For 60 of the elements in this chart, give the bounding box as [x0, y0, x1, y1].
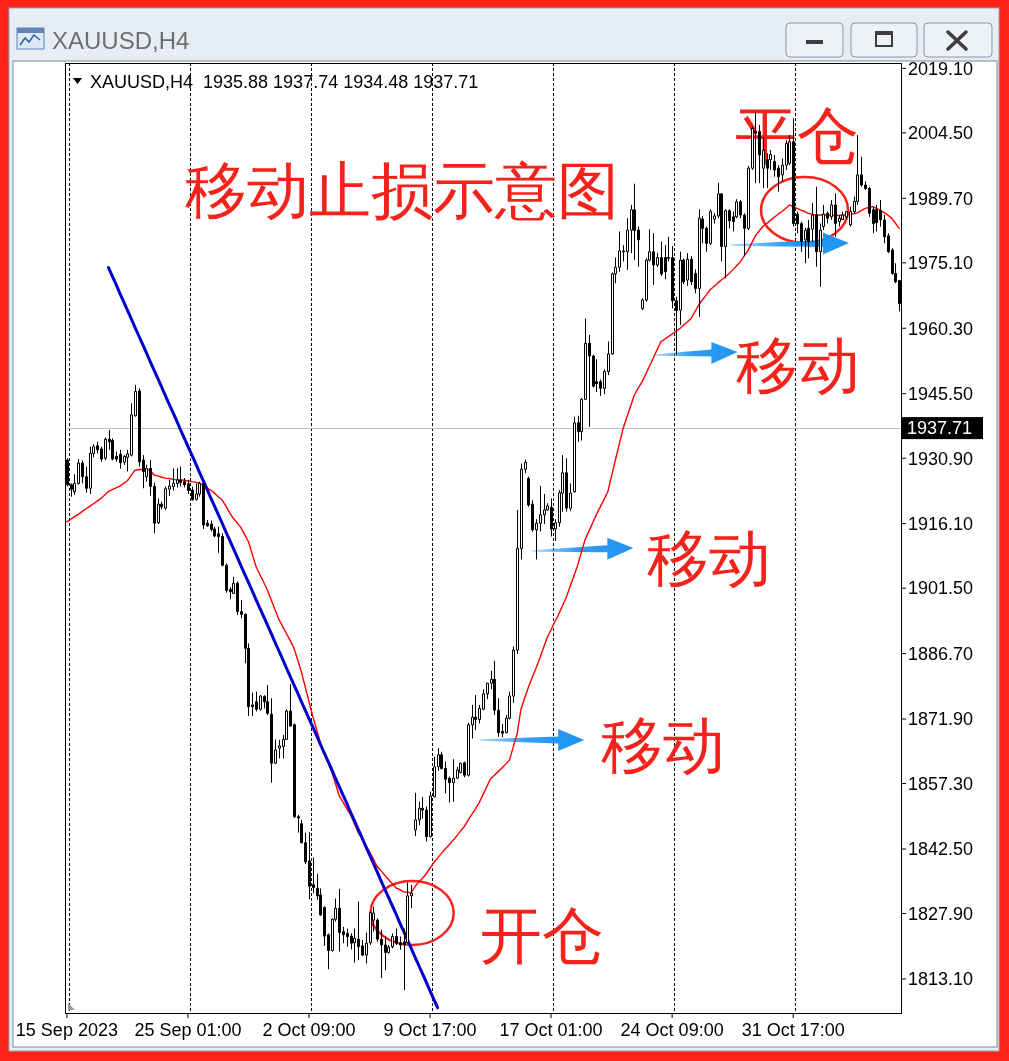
candlestick	[686, 252, 689, 287]
annotation: 移动	[600, 709, 725, 782]
candlestick	[652, 232, 655, 286]
x-tick-label: 9 Oct 17:00	[383, 1020, 477, 1040]
y-tick-label: 1960.30	[908, 318, 974, 339]
candlestick	[255, 691, 258, 713]
y-tick-label: 1842.50	[908, 839, 974, 860]
y-tick-label: 1871.90	[908, 709, 974, 730]
annotation: 移动	[735, 329, 860, 402]
candlestick	[266, 684, 269, 716]
y-tick-label: 1901.50	[908, 578, 974, 599]
y-tick-label: 1989.70	[908, 188, 974, 209]
candlestick	[210, 520, 213, 533]
x-tick-label: 15 Sep 2023	[15, 1020, 118, 1040]
candlestick	[365, 932, 368, 964]
y-tick-label: 1975.10	[908, 253, 974, 274]
candlestick	[179, 466, 182, 487]
text: XAUUSD,H4	[52, 27, 190, 54]
y-tick-label: 2004.50	[908, 123, 974, 144]
annotation: 开仓	[479, 899, 604, 972]
candlestick	[573, 416, 576, 494]
candlestick	[338, 888, 341, 953]
candlestick	[414, 792, 417, 837]
candlestick	[875, 204, 878, 232]
candlestick	[452, 758, 455, 803]
candlestick	[395, 928, 398, 946]
candlestick	[119, 449, 122, 470]
y-tick-label: 1916.10	[908, 513, 974, 534]
y-tick-label: 1930.90	[908, 448, 974, 469]
candlestick	[278, 739, 281, 759]
candlestick	[595, 358, 598, 393]
x-tick-label: 25 Sep 01:00	[134, 1020, 242, 1040]
line-series	[107, 266, 440, 1010]
text: 移动止损示意图	[184, 154, 619, 227]
candlestick	[195, 482, 198, 502]
candlestick	[236, 581, 239, 616]
candlestick	[259, 694, 262, 712]
x-tick-label: 24 Oct 09:00	[620, 1020, 724, 1040]
annotation: 移动	[647, 522, 772, 595]
y-tick-label: 2019.10	[908, 58, 974, 79]
ref-line-label: 1937.71	[907, 418, 973, 439]
x-tick-label: 17 Oct 01:00	[499, 1020, 603, 1040]
candlestick	[698, 208, 701, 318]
text: XAUUSD,H4 1935.88 1937.74 1934.48 1937.71	[90, 72, 479, 92]
y-tick-label: 1827.90	[908, 903, 974, 924]
candlestick	[346, 928, 349, 948]
x-tick-label: 2 Oct 09:00	[262, 1020, 356, 1040]
candlestick	[357, 901, 360, 961]
candlestick	[660, 241, 663, 277]
x-tick-label: 31 Oct 17:00	[741, 1020, 845, 1040]
candlestick	[270, 697, 273, 784]
y-tick-label: 1857.30	[908, 773, 974, 794]
y-tick-label: 1945.50	[908, 383, 974, 404]
candlestick	[565, 457, 568, 513]
candlestick	[834, 192, 837, 238]
y-tick-label: 1886.70	[908, 643, 974, 664]
candlestick	[89, 446, 92, 495]
candlestick	[176, 467, 179, 488]
y-tick-label: 1813.10	[908, 969, 974, 990]
candlestick	[202, 481, 205, 530]
